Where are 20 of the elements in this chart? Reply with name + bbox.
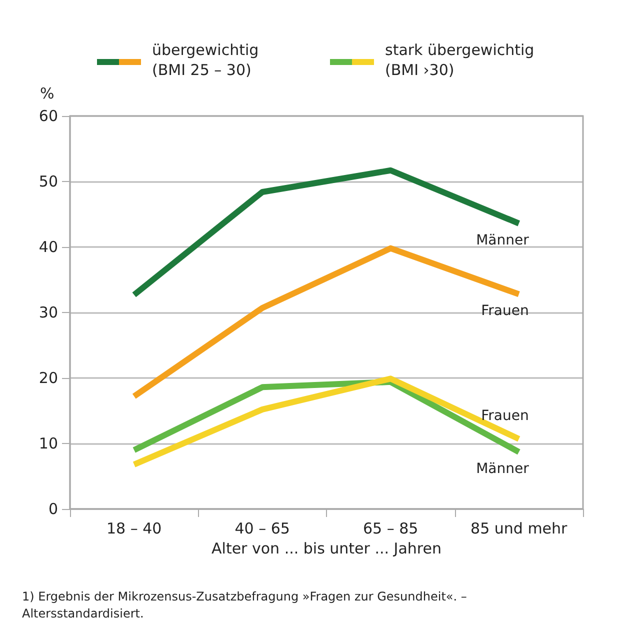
y-tick-label: 30 xyxy=(38,304,58,322)
x-tick-label: 40 – 65 xyxy=(234,520,290,538)
y-tick-label: 20 xyxy=(38,369,58,387)
x-tick-label: 18 – 40 xyxy=(106,520,162,538)
series-label: Frauen xyxy=(481,303,529,320)
series-label: Frauen xyxy=(481,408,529,424)
y-tick-label: 0 xyxy=(48,500,58,518)
text: stark übergewichtig (BMI ›30) xyxy=(385,41,534,79)
text: 1) Ergebnis der Mikrozensus-Zusatzbefragung »Fragen zur Gesundheit«. – Altersstandardisiert. xyxy=(22,590,467,620)
y-tick-label: 10 xyxy=(38,434,58,452)
x-tick-label: 85 und mehr xyxy=(470,520,568,538)
series-label: Männer xyxy=(476,232,530,248)
text: übergewichtig (BMI 25 – 30) xyxy=(152,41,259,79)
y-axis-title: % xyxy=(40,84,54,102)
x-axis-title: Alter von ... bis unter ... Jahren xyxy=(212,540,442,558)
series-label: Männer xyxy=(476,461,530,478)
y-tick-label: 60 xyxy=(38,107,58,125)
y-tick-label: 50 xyxy=(38,172,58,190)
x-tick-label: 65 – 85 xyxy=(363,520,418,538)
y-tick-label: 40 xyxy=(38,238,58,256)
